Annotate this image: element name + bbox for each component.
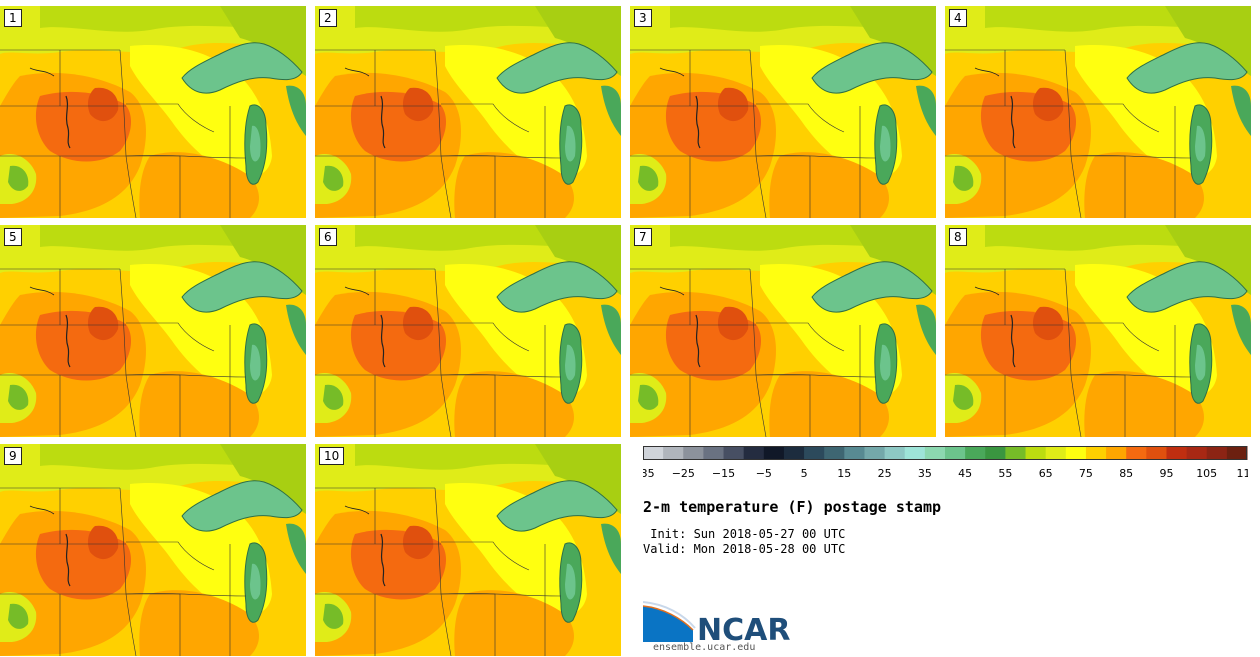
colorbar-bin — [945, 446, 966, 460]
ncar-logo: NCAR — [642, 600, 803, 648]
map-panel-6: 6 — [315, 225, 621, 437]
colorbar-bin — [683, 446, 704, 460]
colorbar-bin — [663, 446, 684, 460]
colorbar-bin — [804, 446, 825, 460]
panel-number: 2 — [319, 9, 337, 27]
temperature-map — [315, 444, 621, 656]
temperature-map — [315, 6, 621, 218]
map-panel-4: 4 — [945, 6, 1251, 218]
map-panel-1: 1 — [0, 6, 306, 218]
panel-number: 3 — [634, 9, 652, 27]
map-panel-9: 9 — [0, 444, 306, 656]
panel-number: 6 — [319, 228, 337, 246]
colorbar-bin — [783, 446, 805, 460]
panel-number: 1 — [4, 9, 22, 27]
panel-number: 9 — [4, 447, 22, 465]
colorbar-tick-label: 105 — [1196, 467, 1217, 480]
colorbar-tick-label: 25 — [878, 467, 892, 480]
colorbar-frame — [643, 446, 1247, 460]
colorbar-bin — [985, 446, 1006, 460]
colorbar-bin — [844, 446, 865, 460]
colorbar-tick-label: 45 — [958, 467, 972, 480]
colorbar-bin — [1166, 446, 1188, 460]
colorbar-tick-label: 115 — [1237, 467, 1249, 480]
logo-text: NCAR — [697, 613, 790, 642]
colorbar-tick-label: 35 — [918, 467, 932, 480]
colorbar-bin — [763, 446, 785, 460]
colorbar-tick-label: −35 — [643, 467, 655, 480]
colorbar-bin — [1126, 446, 1147, 460]
colorbar-tick-label: 85 — [1119, 467, 1133, 480]
colorbar-tick-label: −5 — [756, 467, 772, 480]
map-panel-7: 7 — [630, 225, 936, 437]
colorbar-tick-label: 15 — [837, 467, 851, 480]
colorbar-bin — [904, 446, 926, 460]
valid-time: Valid: Mon 2018-05-28 00 UTC — [643, 542, 846, 556]
colorbar-bin — [1146, 446, 1167, 460]
colorbar-bin — [924, 446, 946, 460]
colorbar-tick-label: −25 — [672, 467, 695, 480]
colorbar-bin — [743, 446, 765, 460]
map-panel-2: 2 — [315, 6, 621, 218]
map-panel-10: 10 — [315, 444, 621, 656]
temperature-map — [315, 225, 621, 437]
colorbar-tick-label: 75 — [1079, 467, 1093, 480]
temperature-map — [945, 225, 1251, 437]
colorbar-bin — [1085, 446, 1107, 460]
colorbar-tick-label: −15 — [712, 467, 735, 480]
colorbar-tick-label: 65 — [1039, 467, 1053, 480]
panel-number: 7 — [634, 228, 652, 246]
site-url: ensemble.ucar.edu — [653, 642, 756, 653]
colorbar-tick-label: 5 — [801, 467, 808, 480]
colorbar-bin — [703, 446, 725, 460]
colorbar-bin — [965, 446, 986, 460]
temperature-map — [0, 225, 306, 437]
colorbar-bin — [1045, 446, 1067, 460]
colorbar-tick-label: 95 — [1160, 467, 1174, 480]
panel-number: 8 — [949, 228, 967, 246]
colorbar-bin — [1186, 446, 1208, 460]
colorbar-bin — [864, 446, 886, 460]
temperature-map — [945, 6, 1251, 218]
colorbar-bin — [643, 446, 664, 460]
panel-number: 5 — [4, 228, 22, 246]
colorbar-bin — [1206, 446, 1228, 460]
colorbar-bin — [1065, 446, 1087, 460]
colorbar-bin — [884, 446, 906, 460]
colorbar-bin — [824, 446, 845, 460]
panel-number: 10 — [319, 447, 345, 465]
colorbar-bin — [723, 446, 745, 460]
temperature-map — [630, 6, 936, 218]
colorbar-tick-label: 55 — [998, 467, 1012, 480]
colorbar-bin — [1226, 446, 1248, 460]
map-panel-3: 3 — [630, 6, 936, 218]
colorbar: −35 −25 −15 −5 5 15 25 35 45 55 65 75 85 95 105 115 — [643, 446, 1248, 480]
chart-title: 2-m temperature (F) postage stamp — [643, 498, 942, 516]
map-panel-8: 8 — [945, 225, 1251, 437]
map-panel-5: 5 — [0, 225, 306, 437]
init-time: Init: Sun 2018-05-27 00 UTC — [643, 527, 846, 541]
temperature-map — [0, 6, 306, 218]
temperature-map — [630, 225, 936, 437]
colorbar-bin — [1106, 446, 1127, 460]
colorbar-bin — [1025, 446, 1047, 460]
panel-number: 4 — [949, 9, 967, 27]
temperature-map — [0, 444, 306, 656]
colorbar-bin — [1005, 446, 1027, 460]
